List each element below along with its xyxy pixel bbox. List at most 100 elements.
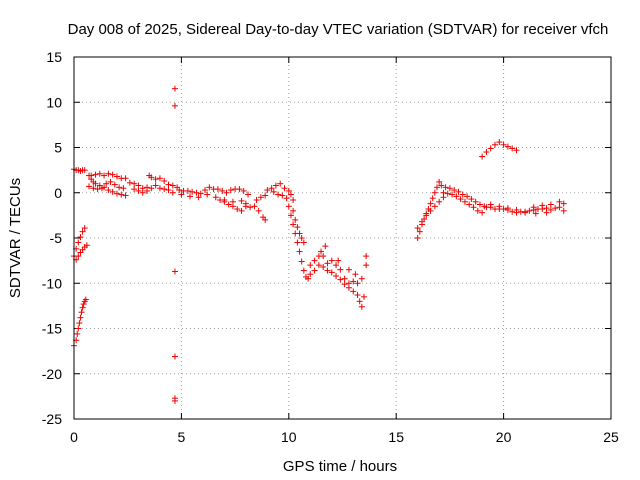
data-point — [333, 262, 340, 269]
data-point — [148, 174, 155, 181]
data-point — [251, 203, 258, 210]
data-point — [79, 228, 86, 235]
data-point — [513, 206, 520, 213]
data-point — [176, 187, 183, 194]
data-point — [476, 201, 483, 208]
data-point — [238, 197, 245, 204]
data-point — [122, 175, 129, 182]
data-point — [547, 206, 554, 213]
data-point — [352, 271, 359, 278]
data-point — [474, 207, 481, 214]
data-point — [444, 190, 451, 197]
data-point — [492, 141, 499, 148]
data-point — [165, 187, 172, 194]
data-point — [487, 201, 494, 208]
data-point — [285, 203, 292, 210]
data-point — [556, 204, 563, 211]
data-point — [186, 193, 193, 200]
data-point — [171, 397, 178, 404]
data-point — [431, 203, 438, 210]
data-point — [118, 191, 125, 198]
data-point — [262, 216, 269, 223]
data-point — [75, 239, 82, 246]
data-point — [324, 260, 331, 267]
data-point — [131, 180, 138, 187]
data-point — [264, 187, 271, 194]
data-point — [532, 210, 539, 217]
data-point — [522, 209, 529, 216]
data-point — [244, 191, 251, 198]
data-point — [530, 204, 537, 211]
data-point — [354, 280, 361, 287]
data-point — [171, 102, 178, 109]
data-point — [341, 281, 348, 288]
data-point — [272, 182, 279, 189]
data-point — [103, 180, 110, 187]
data-point — [80, 301, 87, 308]
plot-frame — [73, 56, 612, 420]
y-tick-label: 0 — [54, 185, 62, 201]
data-point — [472, 198, 479, 205]
data-point — [74, 330, 81, 337]
data-point — [82, 296, 89, 303]
data-point — [300, 267, 307, 274]
data-point — [204, 191, 211, 198]
data-point — [324, 267, 331, 274]
data-point — [461, 198, 468, 205]
data-point — [152, 176, 159, 183]
data-point — [217, 196, 224, 203]
y-tick-label: 10 — [46, 94, 62, 110]
data-point — [131, 186, 138, 193]
data-point — [560, 207, 567, 214]
data-point — [504, 205, 511, 212]
data-point — [283, 195, 290, 202]
data-point — [429, 195, 436, 202]
data-point — [234, 206, 241, 213]
data-point — [363, 262, 370, 269]
data-point — [77, 234, 84, 241]
y-tick-label: -25 — [42, 411, 62, 427]
data-point — [442, 184, 449, 191]
data-point — [161, 177, 168, 184]
data-point — [358, 303, 365, 310]
data-point — [242, 203, 249, 210]
data-point — [358, 275, 365, 282]
data-point — [135, 182, 142, 189]
data-point — [88, 172, 95, 179]
data-point — [328, 269, 335, 276]
data-point — [509, 208, 516, 215]
x-tick-label: 15 — [388, 429, 404, 445]
data-point — [436, 178, 443, 185]
data-point — [75, 253, 82, 260]
data-point — [427, 207, 434, 214]
data-point — [453, 193, 460, 200]
data-point — [279, 192, 286, 199]
data-point — [290, 207, 297, 214]
data-point — [197, 190, 204, 197]
data-point — [470, 204, 477, 211]
data-point — [307, 262, 314, 269]
data-point — [440, 189, 447, 196]
data-point — [156, 175, 163, 182]
data-point — [184, 187, 191, 194]
data-point — [322, 243, 329, 250]
x-axis-label: GPS time / hours — [283, 458, 397, 475]
data-point — [105, 170, 112, 177]
data-point — [171, 268, 178, 275]
data-point — [98, 185, 105, 192]
data-point — [434, 184, 441, 191]
data-point — [111, 181, 118, 188]
data-point — [423, 212, 430, 219]
data-point — [96, 170, 103, 177]
data-point — [79, 304, 86, 311]
data-point — [92, 171, 99, 178]
data-point — [526, 207, 533, 214]
data-point — [107, 178, 114, 185]
data-point — [262, 192, 269, 199]
data-point — [504, 143, 511, 150]
data-point — [345, 284, 352, 291]
data-point — [240, 187, 247, 194]
data-point — [296, 248, 303, 255]
data-point — [92, 180, 99, 187]
data-point — [120, 185, 127, 192]
